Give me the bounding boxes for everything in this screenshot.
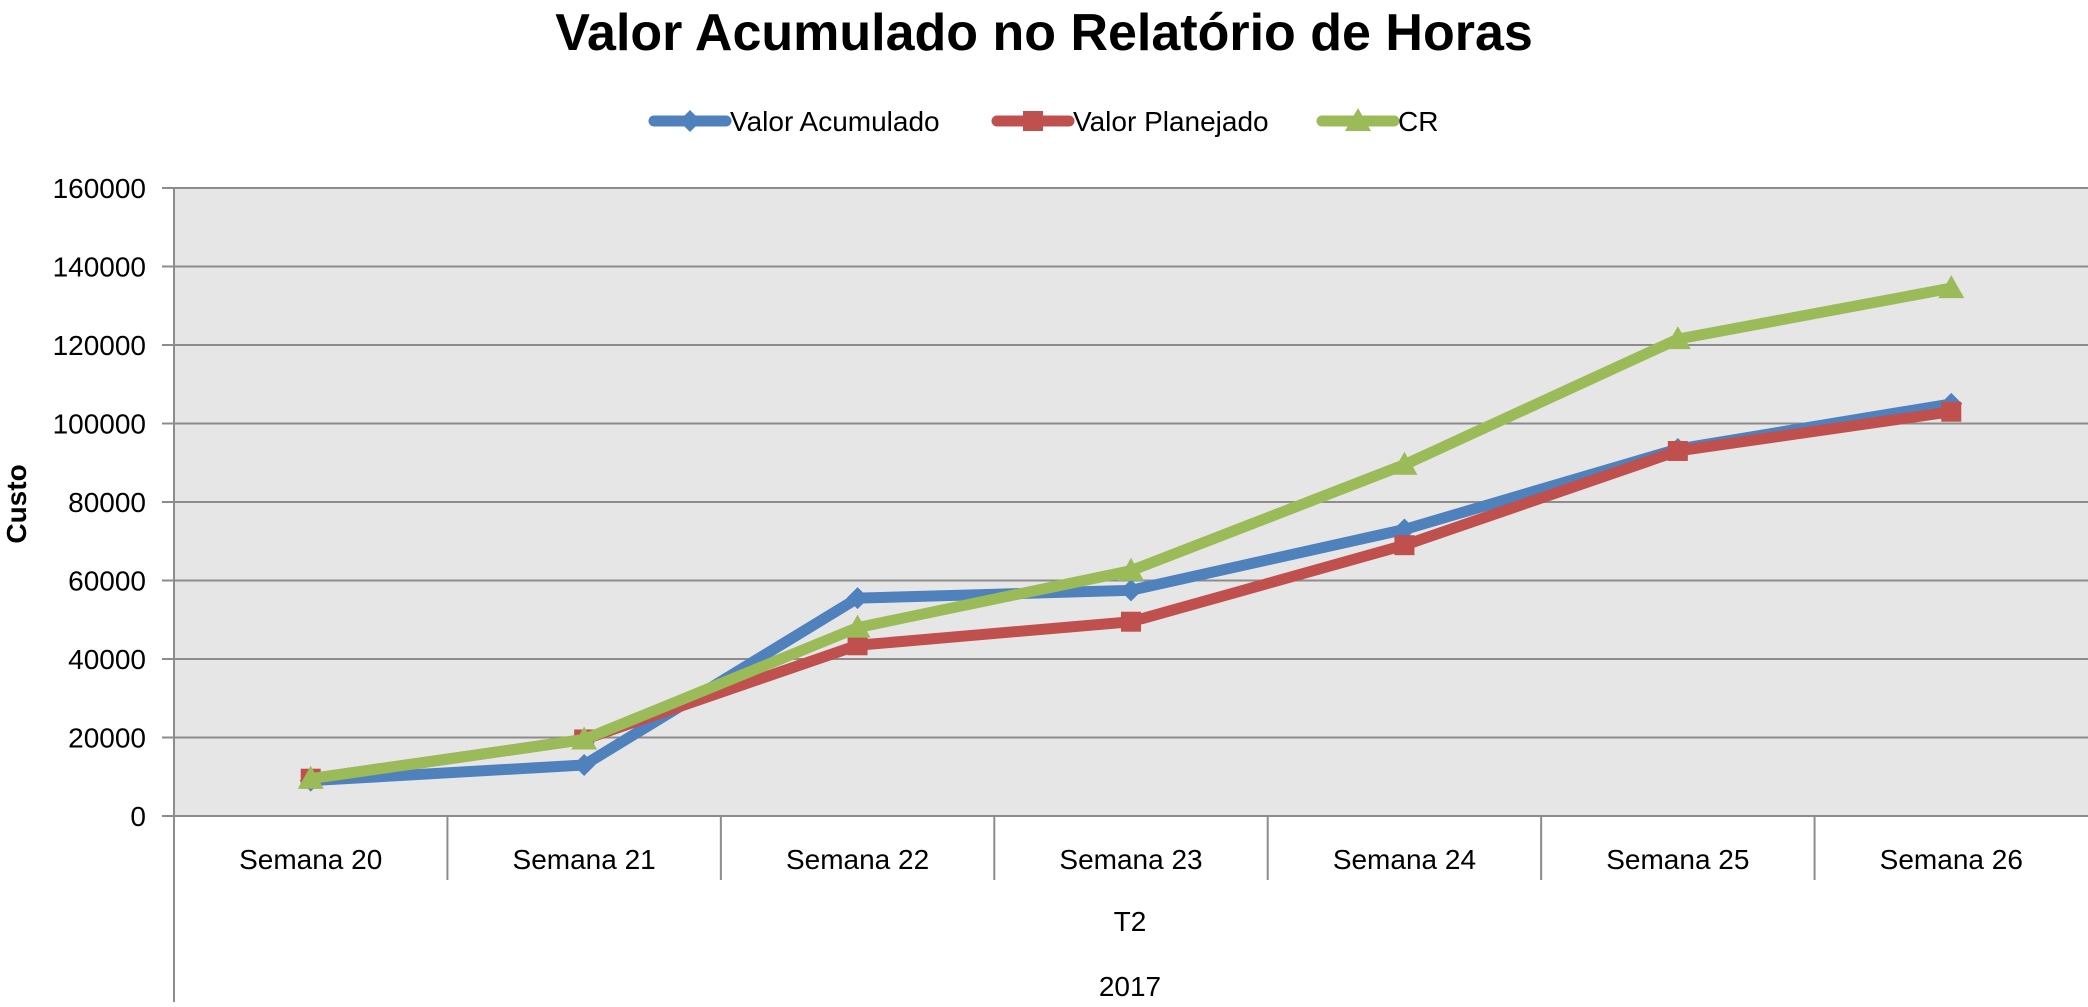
marker-square: [1121, 611, 1141, 632]
marker-diamond: [573, 753, 596, 776]
marker-triangle: [1391, 451, 1418, 475]
marker-diamond: [1393, 518, 1416, 541]
y-tick-label: 20000: [68, 723, 146, 754]
marker-square: [1394, 535, 1415, 556]
year-label: 2017: [1099, 971, 1161, 1002]
marker-triangle: [1938, 275, 1965, 299]
x-tick-label: Semana 22: [786, 844, 929, 875]
y-tick-label: 160000: [53, 173, 146, 204]
marker-triangle: [1118, 557, 1144, 581]
y-tick-label: 80000: [68, 487, 146, 518]
marker-diamond: [1120, 579, 1142, 602]
legend-item: Valor Acumulado: [648, 106, 940, 137]
marker-triangle: [1345, 108, 1371, 131]
marker-square: [847, 635, 868, 656]
marker-triangle: [571, 726, 598, 750]
marker-square: [1667, 440, 1688, 461]
quarter-label: T2: [1114, 906, 1147, 937]
x-tick-label: Semana 23: [1059, 844, 1202, 875]
x-tick-label: Semana 26: [1880, 844, 2023, 875]
chart-title: Valor Acumulado no Relatório de Horas: [555, 4, 1533, 62]
marker-diamond: [679, 110, 701, 132]
legend-label: Valor Acumulado: [730, 106, 940, 137]
y-axis-label: Custo: [1, 464, 32, 543]
marker-triangle: [844, 614, 871, 638]
series-3: [297, 275, 1965, 789]
x-tick-label: Semana 25: [1606, 844, 1749, 875]
x-tick-label: Semana 21: [513, 844, 656, 875]
legend-label: CR: [1398, 106, 1438, 137]
y-tick-label: 0: [130, 801, 146, 832]
marker-triangle: [297, 765, 324, 789]
legend-item: CR: [1316, 106, 1438, 137]
y-tick-label: 40000: [68, 644, 146, 675]
marker-diamond: [846, 587, 869, 610]
y-tick-label: 140000: [53, 252, 146, 283]
marker-square: [1941, 401, 1962, 422]
marker-square: [1023, 111, 1043, 131]
y-tick-label: 60000: [68, 566, 146, 597]
y-tick-label: 120000: [53, 330, 146, 361]
legend-item: Valor Planejado: [991, 106, 1269, 137]
marker-triangle: [1664, 326, 1691, 350]
legend-label: Valor Planejado: [1073, 106, 1269, 137]
x-tick-label: Semana 20: [239, 844, 382, 875]
y-tick-label: 100000: [53, 409, 146, 440]
x-tick-label: Semana 24: [1333, 844, 1476, 875]
